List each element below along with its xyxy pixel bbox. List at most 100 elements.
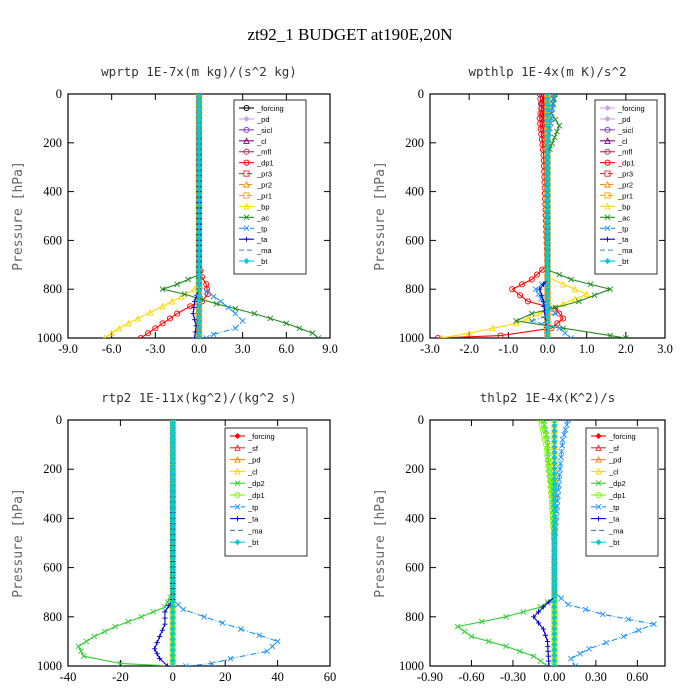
y-tick-label: 1000: [399, 659, 424, 673]
series-point: [550, 95, 556, 102]
series-point: [571, 285, 579, 293]
series-point: [545, 653, 551, 659]
series-point: [528, 318, 535, 324]
series-point: [549, 100, 556, 107]
y-tick-label: 0: [418, 413, 424, 427]
x-tick-label: 40: [271, 670, 284, 684]
legend-marker: [243, 192, 250, 199]
legend-label: _pr1: [617, 191, 633, 200]
series-point: [557, 466, 563, 473]
series-point: [540, 604, 546, 610]
y-tick-label: 800: [405, 610, 424, 624]
series-point: [219, 620, 226, 626]
series-point: [192, 317, 198, 323]
legend-marker: [243, 236, 250, 242]
series-point: [520, 608, 527, 615]
series-point: [651, 621, 657, 628]
legend-label: _pr3: [256, 170, 272, 179]
series-point: [517, 292, 524, 299]
legend-label: _bt: [617, 257, 629, 266]
series-point: [535, 609, 542, 615]
series-point: [537, 286, 543, 292]
series-point: [162, 609, 168, 615]
series-point: [166, 315, 173, 322]
series-point: [152, 325, 159, 332]
series-point: [544, 638, 551, 644]
series-point: [159, 302, 166, 310]
legend-marker: [604, 202, 611, 210]
series-point: [267, 315, 274, 322]
legend-label: _sf: [247, 444, 259, 453]
series-point: [561, 431, 568, 438]
legend-label: _bp: [256, 202, 270, 211]
series-point: [552, 116, 559, 123]
x-tick-label: 0.30: [585, 670, 607, 684]
legend-label: _ma: [247, 526, 263, 535]
series-point: [315, 335, 322, 338]
series-point: [535, 620, 542, 626]
series-point: [78, 648, 85, 655]
series-point: [537, 658, 544, 664]
y-tick-label: 0: [56, 87, 62, 101]
legend-label: _mfl: [256, 148, 272, 157]
series-point: [210, 293, 217, 300]
series-point: [83, 638, 90, 645]
series-point: [550, 94, 557, 97]
series-point: [178, 292, 185, 300]
series-point: [562, 330, 569, 337]
series-point: [544, 334, 551, 338]
panel-title: rtp2 1E-11x(kg^2)/(kg^2 s): [101, 390, 297, 405]
series-point: [166, 603, 172, 609]
series-point: [512, 319, 520, 327]
series-point: [513, 318, 520, 324]
series-point: [563, 422, 570, 428]
legend-marker: [595, 455, 602, 463]
series-point: [587, 281, 594, 288]
panel-title: thlp2 1E-4x(K^2)/s: [480, 390, 615, 405]
series-point: [607, 332, 614, 338]
panel-title: wpthlp 1E-4x(m K)/s^2: [468, 64, 626, 79]
series-point: [454, 623, 461, 630]
legend-label: _ta: [617, 235, 629, 244]
series-point: [465, 329, 473, 337]
legend-marker: [234, 432, 241, 440]
series-point: [195, 334, 203, 338]
legend-label: _dp2: [608, 479, 626, 488]
series-point: [174, 310, 181, 317]
y-tick-label: 1000: [399, 331, 424, 345]
series-point: [478, 618, 485, 625]
legend-label: _cl: [256, 137, 267, 146]
figure-title: zt92_1 BUDGET at190E,20N: [247, 25, 452, 44]
y-tick-label: 600: [405, 233, 424, 247]
series-point: [540, 420, 547, 423]
series-line-dp2: [77, 420, 174, 666]
legend-label: _pd: [247, 456, 261, 465]
series-point: [309, 330, 316, 337]
y-tick-label: 200: [43, 462, 62, 476]
series-point: [181, 291, 188, 297]
series-point: [497, 332, 504, 338]
legend-label: _sf: [608, 444, 620, 453]
legend-label: _ac: [617, 213, 630, 222]
series-point: [232, 325, 239, 332]
legend-label: _sicl: [256, 126, 272, 135]
series-point: [582, 606, 589, 613]
legend-label: _forcing: [247, 432, 275, 441]
legend-label: _bt: [608, 538, 620, 547]
series-point: [209, 660, 216, 666]
legend-label: _tp: [247, 503, 258, 512]
legend-marker: [243, 202, 250, 210]
legend-marker: [595, 444, 602, 451]
legend-label: _tp: [617, 224, 628, 233]
series-point: [556, 122, 563, 129]
series-point: [586, 645, 592, 652]
y-tick-label: 800: [405, 282, 424, 296]
series-point: [568, 276, 574, 283]
series-point: [509, 286, 516, 293]
series-point: [575, 298, 582, 305]
series-point: [531, 614, 537, 620]
series-point: [232, 310, 239, 317]
x-tick-label: 20: [219, 670, 232, 684]
series-point: [274, 638, 281, 645]
y-tick-label: 800: [43, 610, 62, 624]
